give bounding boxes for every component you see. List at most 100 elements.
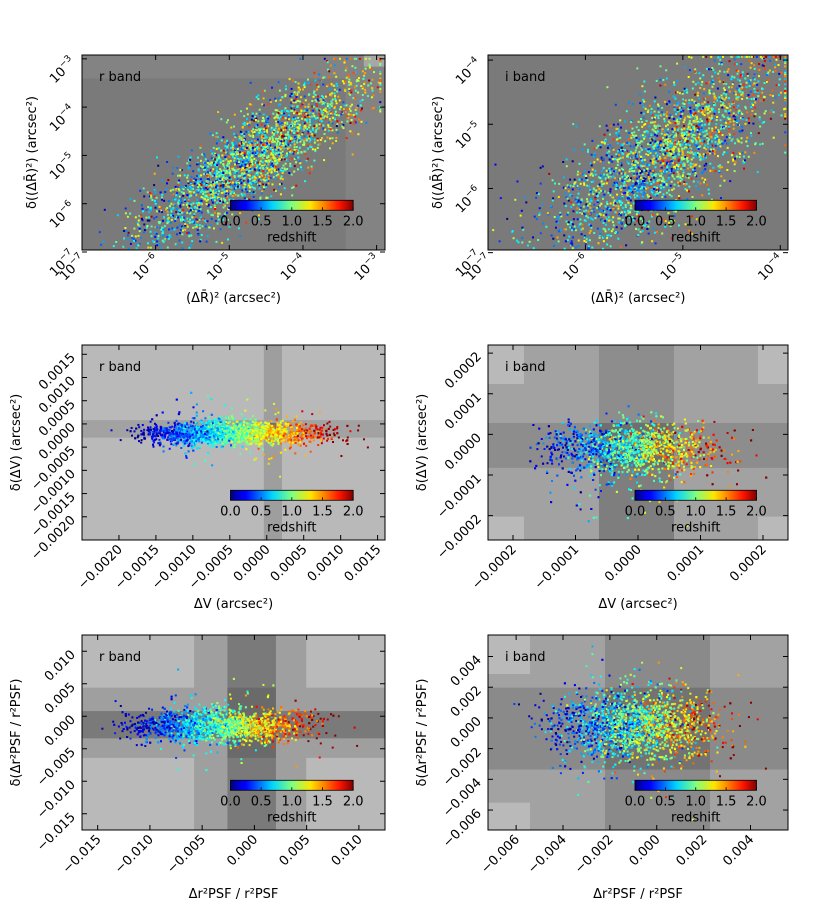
data-point (604, 228, 606, 231)
data-point (732, 120, 735, 123)
data-point (333, 117, 336, 120)
data-point (220, 149, 223, 152)
data-point (245, 176, 248, 179)
data-point (282, 170, 285, 172)
data-point (646, 167, 649, 170)
data-point (209, 132, 212, 135)
data-point (679, 167, 682, 170)
data-point (602, 197, 604, 200)
data-point (126, 215, 129, 218)
data-point (245, 157, 248, 160)
data-point (721, 134, 724, 136)
data-point (601, 219, 604, 222)
data-point (590, 211, 593, 214)
data-point (621, 219, 624, 221)
data-point (210, 181, 213, 183)
data-point (706, 112, 709, 115)
data-point (163, 199, 166, 202)
data-point (642, 177, 645, 180)
data-point (745, 81, 748, 84)
data-point (733, 133, 736, 135)
data-point (726, 116, 729, 119)
data-point (303, 122, 306, 125)
data-point (292, 150, 295, 153)
data-point (640, 191, 642, 193)
data-point (267, 103, 270, 106)
data-point (696, 146, 699, 149)
data-point (153, 241, 156, 243)
data-point (670, 149, 673, 151)
data-point (142, 231, 145, 234)
data-point (608, 176, 610, 179)
data-point (239, 212, 242, 215)
data-point (723, 151, 726, 154)
data-point (740, 126, 743, 129)
data-point (252, 150, 255, 153)
data-point (334, 94, 336, 97)
data-point (564, 240, 567, 243)
data-point (724, 125, 727, 128)
data-point (616, 133, 618, 136)
data-point (693, 152, 696, 154)
data-point (274, 109, 277, 112)
data-point (318, 127, 321, 130)
data-point (748, 59, 751, 62)
data-point (654, 242, 657, 245)
data-point (255, 124, 257, 127)
data-point (190, 206, 192, 209)
data-point (734, 161, 737, 164)
data-point (228, 155, 231, 158)
data-point (271, 86, 273, 89)
data-point (298, 134, 301, 137)
data-point (784, 75, 787, 77)
data-point (748, 85, 751, 88)
data-point (296, 106, 299, 108)
data-point (557, 196, 560, 198)
data-point (307, 132, 310, 135)
data-point (265, 175, 268, 178)
data-point (735, 69, 738, 72)
data-point (309, 124, 312, 127)
data-point (270, 157, 273, 160)
data-point (733, 63, 736, 66)
data-point (213, 154, 216, 157)
data-point (710, 198, 713, 201)
data-point (563, 176, 565, 179)
data-point (263, 89, 266, 92)
data-point (278, 143, 281, 146)
data-point (379, 110, 382, 113)
data-point (266, 142, 269, 145)
data-point (647, 232, 650, 235)
data-point (695, 152, 698, 155)
data-point (277, 118, 280, 121)
data-point (186, 217, 189, 220)
data-point (663, 146, 665, 149)
data-point (281, 150, 284, 153)
data-point (702, 74, 705, 77)
data-point (642, 116, 645, 119)
data-point (304, 180, 307, 183)
data-point (516, 180, 519, 183)
data-point (238, 182, 240, 185)
data-point (198, 210, 201, 212)
data-point (315, 107, 318, 110)
data-point (316, 98, 319, 101)
data-point (219, 158, 222, 161)
data-point (654, 127, 657, 129)
data-point (250, 183, 253, 186)
data-point (666, 154, 669, 157)
data-point (669, 145, 672, 148)
data-point (588, 193, 590, 196)
data-point (330, 105, 333, 107)
data-point (307, 137, 310, 140)
data-point (287, 152, 290, 155)
data-point (127, 238, 130, 241)
data-point (667, 160, 670, 163)
data-point (733, 170, 736, 173)
data-point (204, 225, 207, 228)
data-point (230, 153, 233, 156)
data-point (637, 138, 640, 141)
data-point (294, 101, 297, 104)
data-point (661, 128, 664, 131)
data-point (590, 153, 593, 156)
